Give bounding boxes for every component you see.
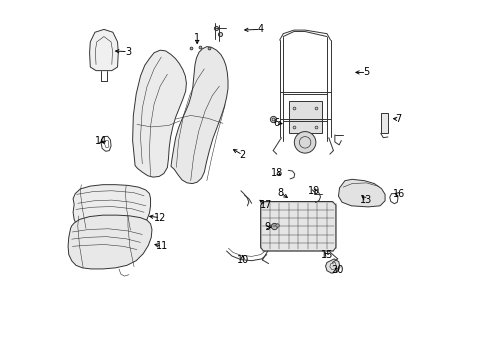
Text: 14: 14 bbox=[95, 136, 107, 146]
Polygon shape bbox=[288, 101, 321, 134]
Text: 17: 17 bbox=[259, 200, 272, 210]
Text: 12: 12 bbox=[154, 213, 166, 222]
Polygon shape bbox=[380, 113, 387, 134]
Text: 2: 2 bbox=[239, 150, 245, 160]
Polygon shape bbox=[325, 259, 339, 273]
Text: 13: 13 bbox=[360, 195, 372, 205]
Polygon shape bbox=[171, 46, 227, 184]
Text: 4: 4 bbox=[257, 24, 263, 35]
Polygon shape bbox=[132, 50, 186, 177]
Text: 20: 20 bbox=[331, 265, 343, 275]
Polygon shape bbox=[338, 179, 384, 207]
Text: 11: 11 bbox=[156, 241, 168, 251]
Polygon shape bbox=[260, 202, 335, 251]
Text: 10: 10 bbox=[236, 255, 248, 265]
Text: 18: 18 bbox=[270, 168, 283, 178]
Circle shape bbox=[294, 132, 315, 153]
Text: 5: 5 bbox=[363, 67, 369, 77]
Polygon shape bbox=[73, 185, 150, 232]
Text: 19: 19 bbox=[307, 186, 320, 196]
Text: 6: 6 bbox=[273, 118, 279, 128]
Text: 1: 1 bbox=[194, 33, 200, 43]
Polygon shape bbox=[68, 215, 152, 269]
Text: 15: 15 bbox=[320, 250, 332, 260]
Text: 16: 16 bbox=[392, 189, 404, 199]
Text: 9: 9 bbox=[264, 222, 270, 232]
Text: 8: 8 bbox=[277, 188, 283, 198]
Text: 7: 7 bbox=[395, 114, 401, 124]
Polygon shape bbox=[89, 30, 118, 71]
Text: 3: 3 bbox=[124, 46, 131, 57]
